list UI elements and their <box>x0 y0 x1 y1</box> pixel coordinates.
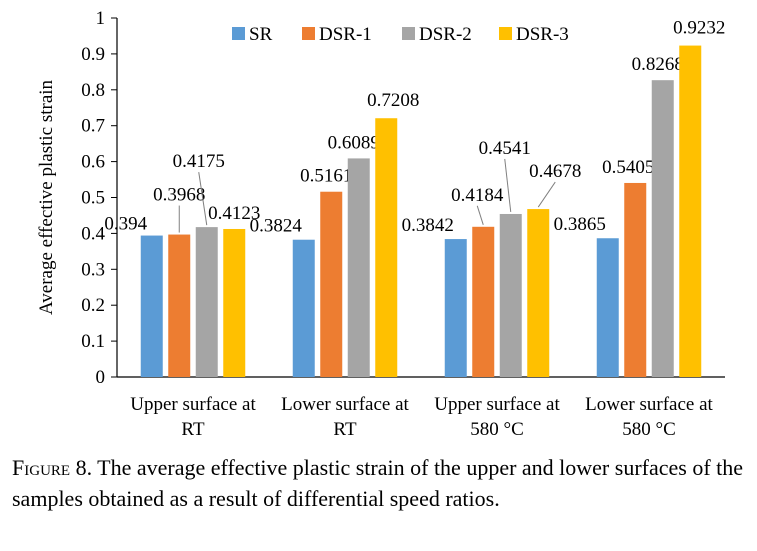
bar-dsr-2 <box>651 80 674 377</box>
data-label: 0.4175 <box>173 151 225 172</box>
figure-label: Figure 8. <box>12 455 93 480</box>
y-tick-label: 0.4 <box>81 223 105 244</box>
bar-dsr-2 <box>347 158 370 377</box>
legend-swatch <box>302 27 315 40</box>
data-label: 0.8268 <box>632 54 684 75</box>
y-tick-label: 0.6 <box>81 152 105 173</box>
bar-sr <box>140 235 163 377</box>
y-tick-label: 0.5 <box>81 188 105 209</box>
bar-dsr-1 <box>472 226 495 377</box>
y-tick-label: 0.3 <box>81 259 105 280</box>
bar-dsr-3 <box>527 209 550 377</box>
y-tick-label: 0.9 <box>81 44 105 65</box>
x-category-label: RT <box>181 419 205 440</box>
y-tick-label: 0.8 <box>81 80 105 101</box>
bar-dsr-1 <box>168 234 191 377</box>
data-label: 0.5405 <box>602 157 654 178</box>
leader-line <box>504 158 512 213</box>
figure-caption: Figure 8. The average effective plastic … <box>12 452 747 514</box>
y-tick-label: 1 <box>96 8 106 29</box>
y-tick-label: 0.7 <box>81 116 105 137</box>
bar-dsr-3 <box>223 228 246 377</box>
caption-text: The average effective plastic strain of … <box>12 455 744 511</box>
bar-dsr-2 <box>499 213 522 377</box>
leader-line <box>476 205 484 225</box>
bar-dsr-3 <box>679 45 702 378</box>
x-category-label: RT <box>333 419 357 440</box>
bar-sr <box>444 239 467 377</box>
leader-line <box>198 172 208 226</box>
legend-swatch <box>402 27 415 40</box>
x-category-label: Upper surface at <box>130 394 256 415</box>
y-tick-label: 0 <box>96 367 106 388</box>
data-label: 0.4184 <box>451 185 504 206</box>
data-label: 0.394 <box>104 214 147 235</box>
bar-dsr-3 <box>375 118 398 378</box>
y-tick-label: 0.2 <box>81 295 105 316</box>
y-tick-label: 0.1 <box>81 331 105 352</box>
bar-dsr-2 <box>195 227 218 377</box>
bar-sr <box>292 239 315 377</box>
y-axis-label: Average effective plastic strain <box>36 79 57 315</box>
data-label: 0.3865 <box>554 214 606 235</box>
bar-chart: 0 0.1 0.2 0.3 0.4 0.5 0.6 0.7 0.8 0.9 1 Average eff… <box>36 8 725 440</box>
legend-swatch <box>232 27 245 40</box>
data-label: 0.4123 <box>208 203 260 224</box>
leader-line <box>537 181 556 208</box>
data-label: 0.4678 <box>529 161 581 182</box>
data-label: 0.3824 <box>250 216 303 237</box>
legend-label: DSR-3 <box>516 24 569 45</box>
x-category-label: Upper surface at <box>434 394 560 415</box>
legend-label: DSR-2 <box>419 24 472 45</box>
data-label: 0.3968 <box>153 185 205 206</box>
data-label: 0.9232 <box>673 18 725 39</box>
x-category-label: Lower surface at <box>281 394 409 415</box>
x-category-label: 580 °C <box>622 419 676 440</box>
data-label: 0.5161 <box>300 166 352 187</box>
data-label: 0.3842 <box>402 215 454 236</box>
bar-dsr-1 <box>624 182 647 377</box>
legend-label: DSR-1 <box>319 24 372 45</box>
bar-sr <box>596 238 619 377</box>
x-category-label: 580 °C <box>470 419 524 440</box>
legend-label: SR <box>249 24 273 45</box>
data-label: 0.6089 <box>328 132 380 153</box>
bar-dsr-1 <box>320 191 343 377</box>
legend-swatch <box>499 27 512 40</box>
data-label: 0.4541 <box>479 138 531 159</box>
data-label: 0.7208 <box>367 90 419 111</box>
x-category-label: Lower surface at <box>585 394 713 415</box>
